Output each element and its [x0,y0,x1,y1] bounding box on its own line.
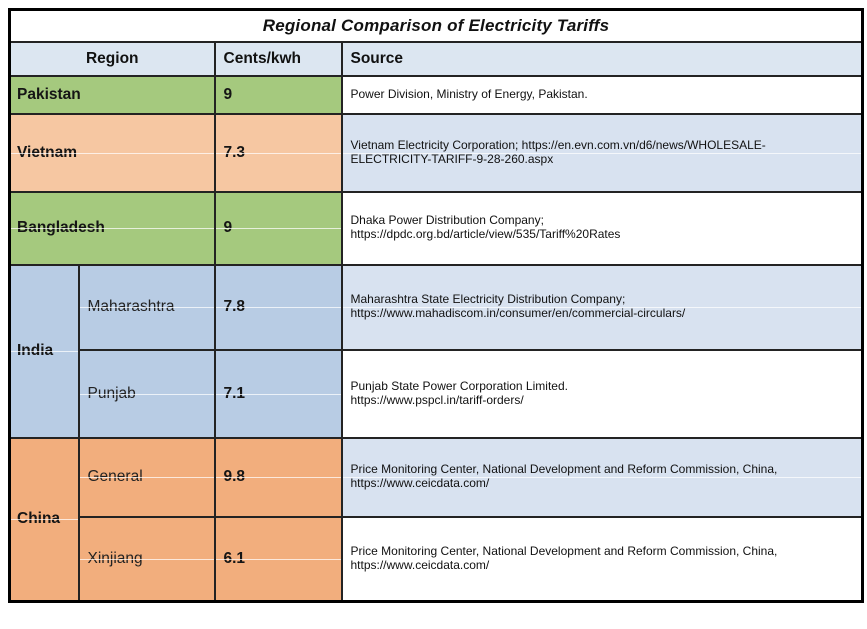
cents-value-vietnam: 7.3 [223,143,246,161]
cents-value-maharashtra: 7.8 [223,298,246,315]
region-cell-vietnam: Vietnam [8,112,216,193]
cents-value-pakistan: 9 [223,85,233,103]
table-row-general: China General 9.8 Price Monitoring Cente… [8,436,864,603]
region-label-bangladesh: Bangladesh [17,219,105,236]
table-row-pakistan: Pakistan 9 Power Division, Ministry of E… [8,74,864,115]
cents-value-bangladesh: 9 [223,219,233,236]
cents-cell-punjab: 7.1 [213,348,343,439]
source-text-xinjiang-line1: Price Monitoring Center, National Develo… [350,543,778,558]
source-text-pakistan: Power Division, Ministry of Energy, Paki… [350,86,588,101]
region-label-vietnam: Vietnam [17,143,78,161]
source-text-vietnam-line2: ELECTRICITY-TARIFF-9-28-260.aspx [350,151,554,166]
region-label-china: China [17,510,61,528]
cents-cell-pakistan: 9 [213,74,343,115]
page-title-text: Regional Comparison of Electricity Tarif… [262,15,610,35]
source-text-maharashtra-line1: Maharashtra State Electricity Distributi… [350,292,626,307]
cents-cell-xinjiang: 6.1 [213,515,343,603]
cents-value-xinjiang: 6.1 [223,549,246,567]
cents-cell-vietnam: 7.3 [213,112,343,193]
region-cell-india: India [8,263,80,439]
table-title-row: Regional Comparison of Electricity Tarif… [8,8,864,43]
header-cents-label: Cents/kwh [223,49,302,67]
state-label-maharashtra: Maharashtra [87,298,175,315]
region-cell-bangladesh: Bangladesh [8,190,216,266]
tariff-table-wrapper: Regional Comparison of Electricity Tarif… [8,8,865,603]
header-region-label: Region [85,49,139,67]
state-cell-punjab: Punjab [77,348,216,439]
cents-cell-maharashtra: 7.8 [213,263,343,351]
region-label-india: India [17,342,54,359]
table-row-bangladesh: Bangladesh 9 Dhaka Power Distribution Co… [8,190,864,266]
source-text-punjab-line1: Punjab State Power Corporation Limited. [350,378,568,393]
source-text-vietnam-line1: Vietnam Electricity Corporation; https:/… [350,137,766,152]
page-title: Regional Comparison of Electricity Tarif… [8,8,864,43]
source-text-general-line1: Price Monitoring Center, National Develo… [350,462,778,477]
state-cell-xinjiang: Xinjiang [77,515,216,603]
header-cents: Cents/kwh [213,40,343,77]
source-cell-maharashtra: Maharashtra State Electricity Distributi… [340,263,864,351]
source-text-xinjiang-line2: https://www.ceicdata.com/ [350,557,490,572]
cents-cell-general: 9.8 [213,436,343,518]
header-source-label: Source [350,49,404,67]
tariff-table: Regional Comparison of Electricity Tarif… [8,8,865,603]
source-text-bangladesh-line1: Dhaka Power Distribution Company; [350,213,544,228]
region-cell-pakistan: Pakistan [8,74,216,115]
state-label-general: General [87,468,143,485]
state-label-xinjiang: Xinjiang [87,549,143,567]
source-cell-pakistan: Power Division, Ministry of Energy, Paki… [340,74,864,115]
source-text-bangladesh-line2: https://dpdc.org.bd/article/view/535/Tar… [350,227,621,241]
table-row-maharashtra: India Maharashtra 7.8 Maharashtra State … [8,263,864,439]
cents-value-punjab: 7.1 [223,384,246,402]
state-cell-maharashtra: Maharashtra [77,263,216,351]
table-row-punjab: Punjab 7.1 Punjab State Power Corporatio… [10,348,864,439]
region-label-pakistan: Pakistan [17,85,81,103]
source-text-general-line2: https://www.ceicdata.com/ [350,476,490,490]
source-text-punjab-line2: https://www.pspcl.in/tariff-orders/ [350,392,524,407]
state-label-punjab: Punjab [87,384,136,402]
source-cell-punjab: Punjab State Power Corporation Limited. … [340,348,864,439]
source-text-maharashtra-line2: https://www.mahadiscom.in/consumer/en/co… [350,306,686,320]
state-cell-general: General [77,436,216,518]
cents-cell-bangladesh: 9 [213,190,343,266]
table-row-vietnam: Vietnam 7.3 Vietnam Electricity Corporat… [8,112,864,193]
source-cell-general: Price Monitoring Center, National Develo… [340,436,864,518]
source-cell-bangladesh: Dhaka Power Distribution Company; https:… [340,190,864,266]
header-source: Source [340,40,864,77]
cents-value-general: 9.8 [223,468,246,485]
table-row-xinjiang: Xinjiang 6.1 Price Monitoring Center, Na… [10,515,864,603]
region-cell-china: China [8,436,80,603]
header-region: Region [8,40,216,77]
table-header-row: Region Cents/kwh Source [8,40,864,77]
source-cell-vietnam: Vietnam Electricity Corporation; https:/… [340,112,864,193]
source-cell-xinjiang: Price Monitoring Center, National Develo… [340,515,864,603]
